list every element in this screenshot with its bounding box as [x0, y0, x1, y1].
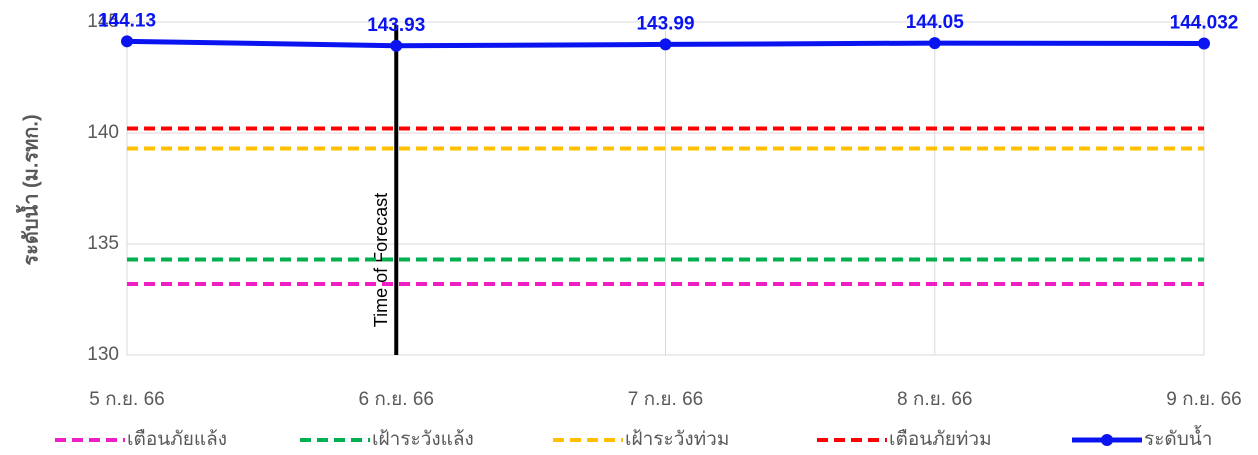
annotation: Time of Forecast [371, 193, 391, 327]
data-label: 143.93 [367, 15, 425, 36]
y-tick-label: 135 [87, 233, 119, 254]
data-label: 143.99 [636, 13, 694, 34]
y-tick-label: 140 [87, 122, 119, 143]
data-label: 144.13 [98, 10, 156, 31]
legend-label: ระดับน้ำ [1144, 425, 1212, 450]
legend-label: เฝ้าระวังแล้ง [372, 429, 474, 450]
legend-marker [1101, 434, 1113, 446]
x-tick-label: 6 ก.ย. 66 [359, 389, 434, 410]
y-tick-label: 145 [87, 11, 119, 32]
x-tick-label: 9 ก.ย. 66 [1166, 389, 1241, 410]
x-tick-label: 7 ก.ย. 66 [628, 389, 703, 410]
marker [928, 37, 941, 50]
x-tick-label: 8 ก.ย. 66 [897, 389, 972, 410]
marker [1198, 37, 1210, 50]
marker [121, 35, 133, 48]
legend-label: เตือนภัยแล้ง [127, 429, 227, 450]
legend-label: เฝ้าระวังท่วม [625, 429, 729, 450]
data-label: 144.05 [906, 12, 965, 33]
marker [390, 39, 403, 52]
marker [659, 38, 672, 51]
x-tick-label: 5 ก.ย. 66 [89, 389, 164, 410]
legend-label: เตือนภัยท่วม [889, 429, 992, 450]
y-axis-label: ระดับน้ำ (ม.รทก.) [15, 114, 42, 265]
data-label: 144.032 [1170, 13, 1239, 34]
y-tick-label: 130 [87, 344, 119, 365]
